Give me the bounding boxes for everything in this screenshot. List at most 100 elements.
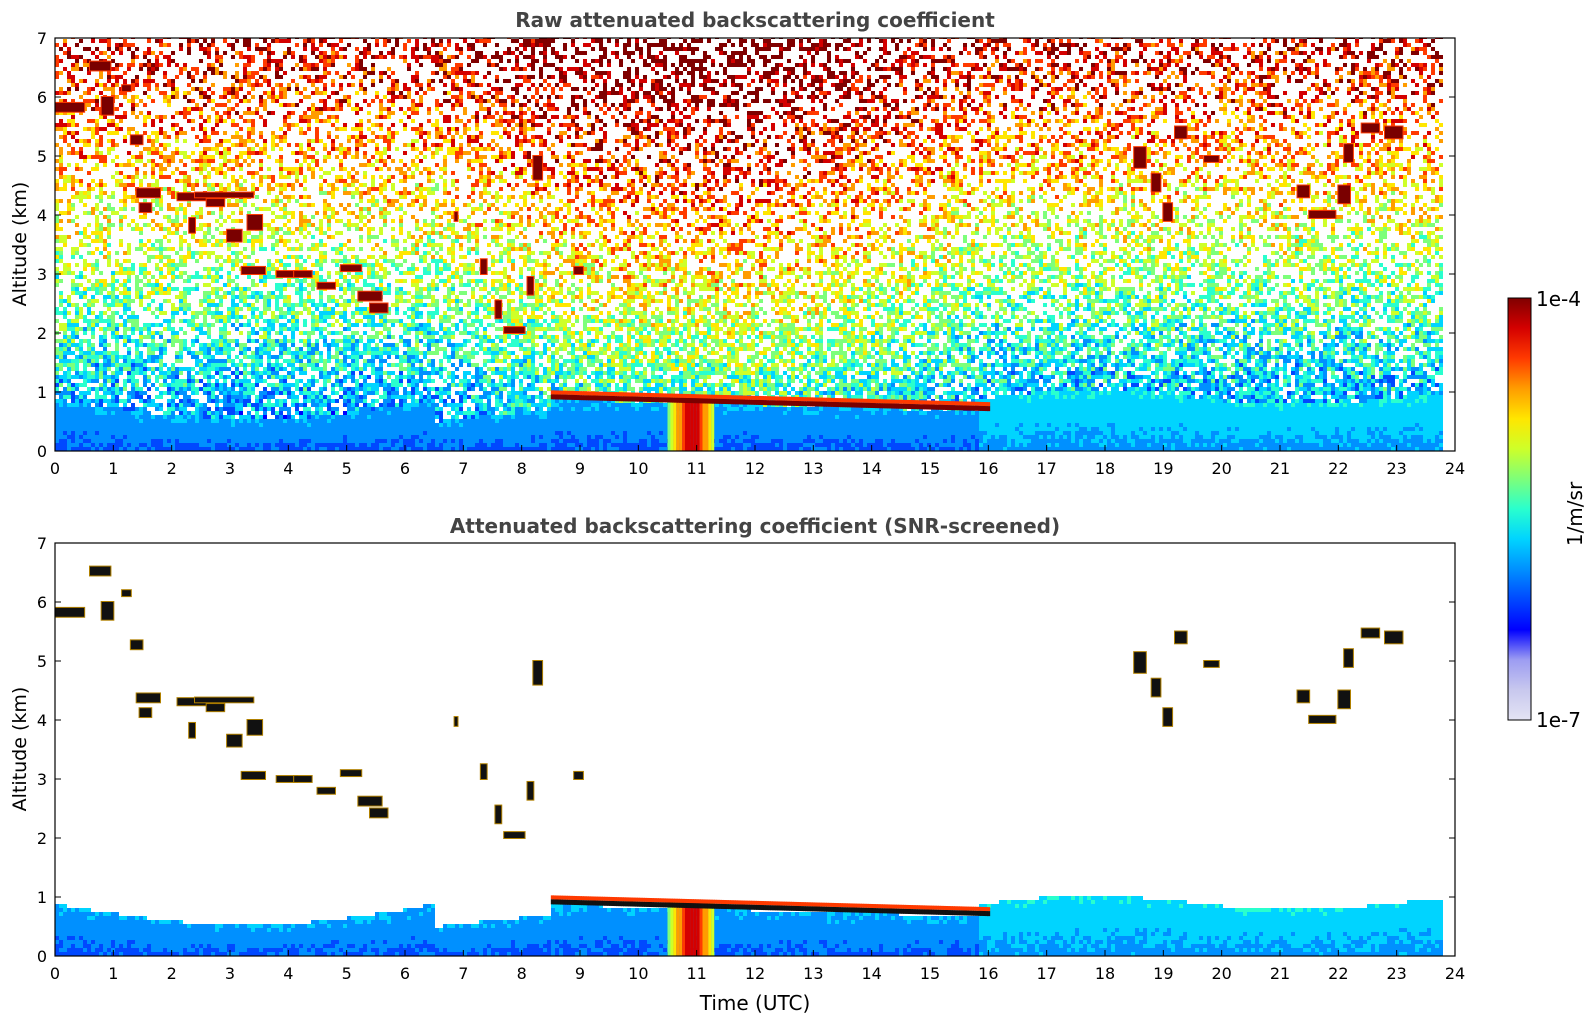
heatmap-cell [355,359,359,363]
heatmap-cell [75,347,79,351]
heatmap-cell [327,55,331,59]
heatmap-cell [79,243,83,247]
heatmap-cell [91,419,95,423]
heatmap-cell [251,139,255,143]
heatmap-cell [355,447,359,451]
heatmap-cell [59,167,63,171]
heatmap-cell [367,71,371,75]
heatmap-cell [243,151,247,155]
heatmap-cell [363,347,367,351]
heatmap-cell [227,407,231,411]
heatmap-cell [227,439,231,443]
heatmap-cell [263,391,267,395]
heatmap-cell [311,47,315,51]
heatmap-cell [131,411,135,415]
heatmap-cell [59,427,63,431]
heatmap-cell [123,115,127,119]
heatmap-cell [291,195,295,199]
heatmap-cell [259,239,263,243]
heatmap-cell [335,415,339,419]
heatmap-cell [243,355,247,359]
heatmap-cell [143,115,147,119]
heatmap-cell [163,443,167,447]
heatmap-cell [279,411,283,415]
heatmap-cell [159,415,163,419]
heatmap-cell [99,155,103,159]
heatmap-cell [63,419,67,423]
heatmap-cell [59,347,63,351]
heatmap-cell [343,223,347,227]
heatmap-cell [199,431,203,435]
heatmap-cell [123,403,127,407]
heatmap-cell [107,139,111,143]
heatmap-cell [239,439,243,443]
heatmap-cell [107,291,111,295]
heatmap-cell [351,411,355,415]
heatmap-cell [107,207,111,211]
heatmap-cell [271,59,275,63]
heatmap-cell [275,339,279,343]
heatmap-cell [235,407,239,411]
heatmap-cell [367,191,371,195]
heatmap-cell [295,427,299,431]
heatmap-cell [203,383,207,387]
heatmap-cell [99,395,103,399]
heatmap-cell [115,343,119,347]
heatmap-cell [379,443,383,447]
heatmap-cell [223,283,227,287]
heatmap-cell [123,191,127,195]
heatmap-cell [111,395,115,399]
heatmap-cell [371,235,375,239]
heatmap-cell [179,407,183,411]
heatmap-cell [235,111,239,115]
heatmap-cell [311,223,315,227]
heatmap-cell [279,147,283,151]
heatmap-cell [231,371,235,375]
heatmap-cell [303,267,307,271]
heatmap-cell [255,79,259,83]
heatmap-cell [335,279,339,283]
heatmap-cell [107,315,111,319]
heatmap-cell [175,379,179,383]
heatmap-cell [95,247,99,251]
heatmap-cell [323,83,327,87]
heatmap-cell [283,443,287,447]
heatmap-cell [219,71,223,75]
heatmap-cell [347,355,351,359]
heatmap-cell [143,103,147,107]
heatmap-cell [59,119,63,123]
heatmap-cell [227,151,231,155]
heatmap-cell [363,155,367,159]
heatmap-cell [67,415,71,419]
heatmap-cell [131,107,135,111]
heatmap-cell [71,203,75,207]
heatmap-cell [199,303,203,307]
heatmap-cell [211,127,215,131]
heatmap-cell [283,447,287,451]
heatmap-cell [95,95,99,99]
heatmap-cell [175,387,179,391]
heatmap-cell [95,431,99,435]
heatmap-cell [159,239,163,243]
heatmap-cell [71,131,75,135]
heatmap-cell [147,67,151,71]
heatmap-cell [339,147,343,151]
heatmap-cell [235,371,239,375]
heatmap-cell [67,351,71,355]
heatmap-cell [67,367,71,371]
heatmap-cell [335,119,339,123]
heatmap-cell [147,367,151,371]
heatmap-cell [135,363,139,367]
heatmap-cell [103,351,107,355]
heatmap-cell [63,427,67,431]
heatmap-cell [55,199,59,203]
heatmap-cell [55,379,59,383]
heatmap-cell [215,131,219,135]
heatmap-cell [131,363,135,367]
heatmap-cell [171,95,175,99]
heatmap-cell [87,327,91,331]
heatmap-cell [267,167,271,171]
heatmap-cell [331,167,335,171]
heatmap-cell [299,283,303,287]
heatmap-cell [59,411,63,415]
